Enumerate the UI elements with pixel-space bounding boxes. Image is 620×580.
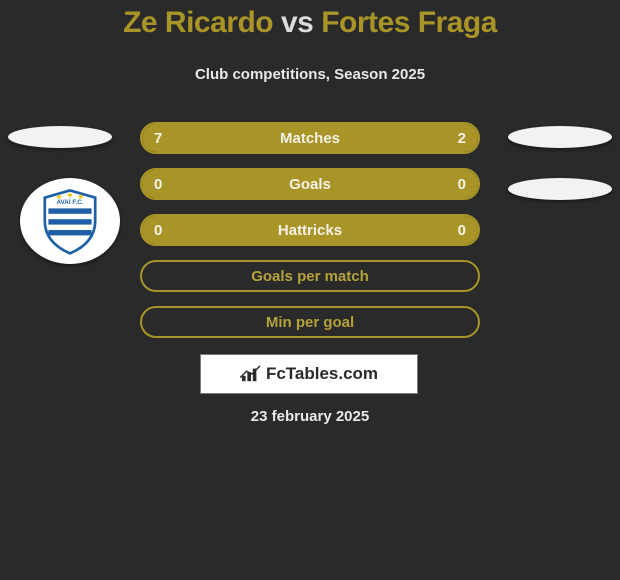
stat-bar: Min per goal <box>140 306 480 338</box>
bar-value-right: 0 <box>458 222 466 239</box>
stat-bar: Hattricks0 0 <box>140 214 480 246</box>
bar-value-right: 0 <box>458 176 466 193</box>
stat-bar: Matches7 2 <box>140 122 480 154</box>
fctables-logo[interactable]: FcTables.com <box>200 354 418 394</box>
bar-value-right: 2 <box>458 130 466 147</box>
player2-photo-placeholder <box>508 126 612 148</box>
vs-separator: vs <box>281 6 313 39</box>
bar-value-left: 0 <box>154 176 162 193</box>
player1-photo-placeholder <box>8 126 112 148</box>
bar-label: Matches <box>142 130 478 147</box>
stats-bars: Matches72Goals00Hattricks00Goals per mat… <box>140 122 480 352</box>
bar-label: Min per goal <box>142 314 478 331</box>
subtitle: Club competitions, Season 2025 <box>0 66 620 83</box>
bar-value-left: 7 <box>154 130 162 147</box>
fctables-logo-text: FcTables.com <box>266 364 378 384</box>
bar-label: Hattricks <box>142 222 478 239</box>
stat-bar: Goals per match <box>140 260 480 292</box>
page-title: Ze Ricardo vs Fortes Fraga <box>0 0 620 40</box>
bar-label: Goals per match <box>142 268 478 285</box>
bar-value-left: 0 <box>154 222 162 239</box>
player1-club-badge: AVAÍ F.C. <box>20 178 120 264</box>
bar-label: Goals <box>142 176 478 193</box>
date-label: 23 february 2025 <box>0 408 620 425</box>
avai-fc-crest-icon: AVAÍ F.C. <box>34 185 106 257</box>
player1-name: Ze Ricardo <box>123 6 273 39</box>
player2-name: Fortes Fraga <box>321 6 497 39</box>
bar-chart-icon <box>240 365 262 383</box>
stat-bar: Goals0 0 <box>140 168 480 200</box>
player2-club-placeholder <box>508 178 612 200</box>
